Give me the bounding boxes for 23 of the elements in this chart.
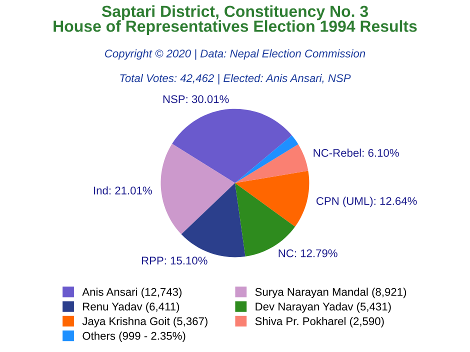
data-label: NSP: 30.01%: [163, 95, 229, 104]
data-label: CPN (UML): 12.64%: [316, 196, 417, 208]
chart-title: Saptari District, Constituency No. 3 House of Representatives Election 1994 Results: [54, 5, 417, 36]
legend-label: Surya Narayan Mandal (8,921): [255, 288, 406, 298]
legend-label: Others (999 - 2.35%): [82, 332, 186, 342]
pie-slice: [235, 135, 298, 184]
pie-slice: [235, 144, 308, 184]
data-label: Ind: 21.01%: [94, 186, 152, 194]
data-label: NC: 12.79%: [278, 249, 338, 258]
pie-slice: [181, 183, 246, 258]
pie-slice: [235, 170, 310, 227]
legend-label: Dev Narayan Yadav (5,431): [256, 302, 391, 313]
legend-label: Jaya Krishna Goit (5,367): [82, 317, 208, 328]
legend-label: Shiva Pr. Pokharel (2,590): [255, 317, 384, 328]
text: Copyright © 2020 | Data: Nepal Election Commission: [105, 49, 366, 60]
pie-slice: [235, 183, 296, 257]
legend-label: Renu Yadav (6,411): [83, 302, 180, 313]
data-label: NC-Rebel: 6.10%: [314, 148, 399, 157]
chart-subtitle: Total Votes: 42,462 | Elected: Anis Ansari, NSP: [120, 74, 351, 84]
legend-label: Anis Ansari (12,743): [82, 288, 182, 298]
pie-slice: [172, 108, 292, 184]
data-label: RPP: 15.10%: [142, 256, 208, 265]
pie-slice: [160, 144, 235, 234]
